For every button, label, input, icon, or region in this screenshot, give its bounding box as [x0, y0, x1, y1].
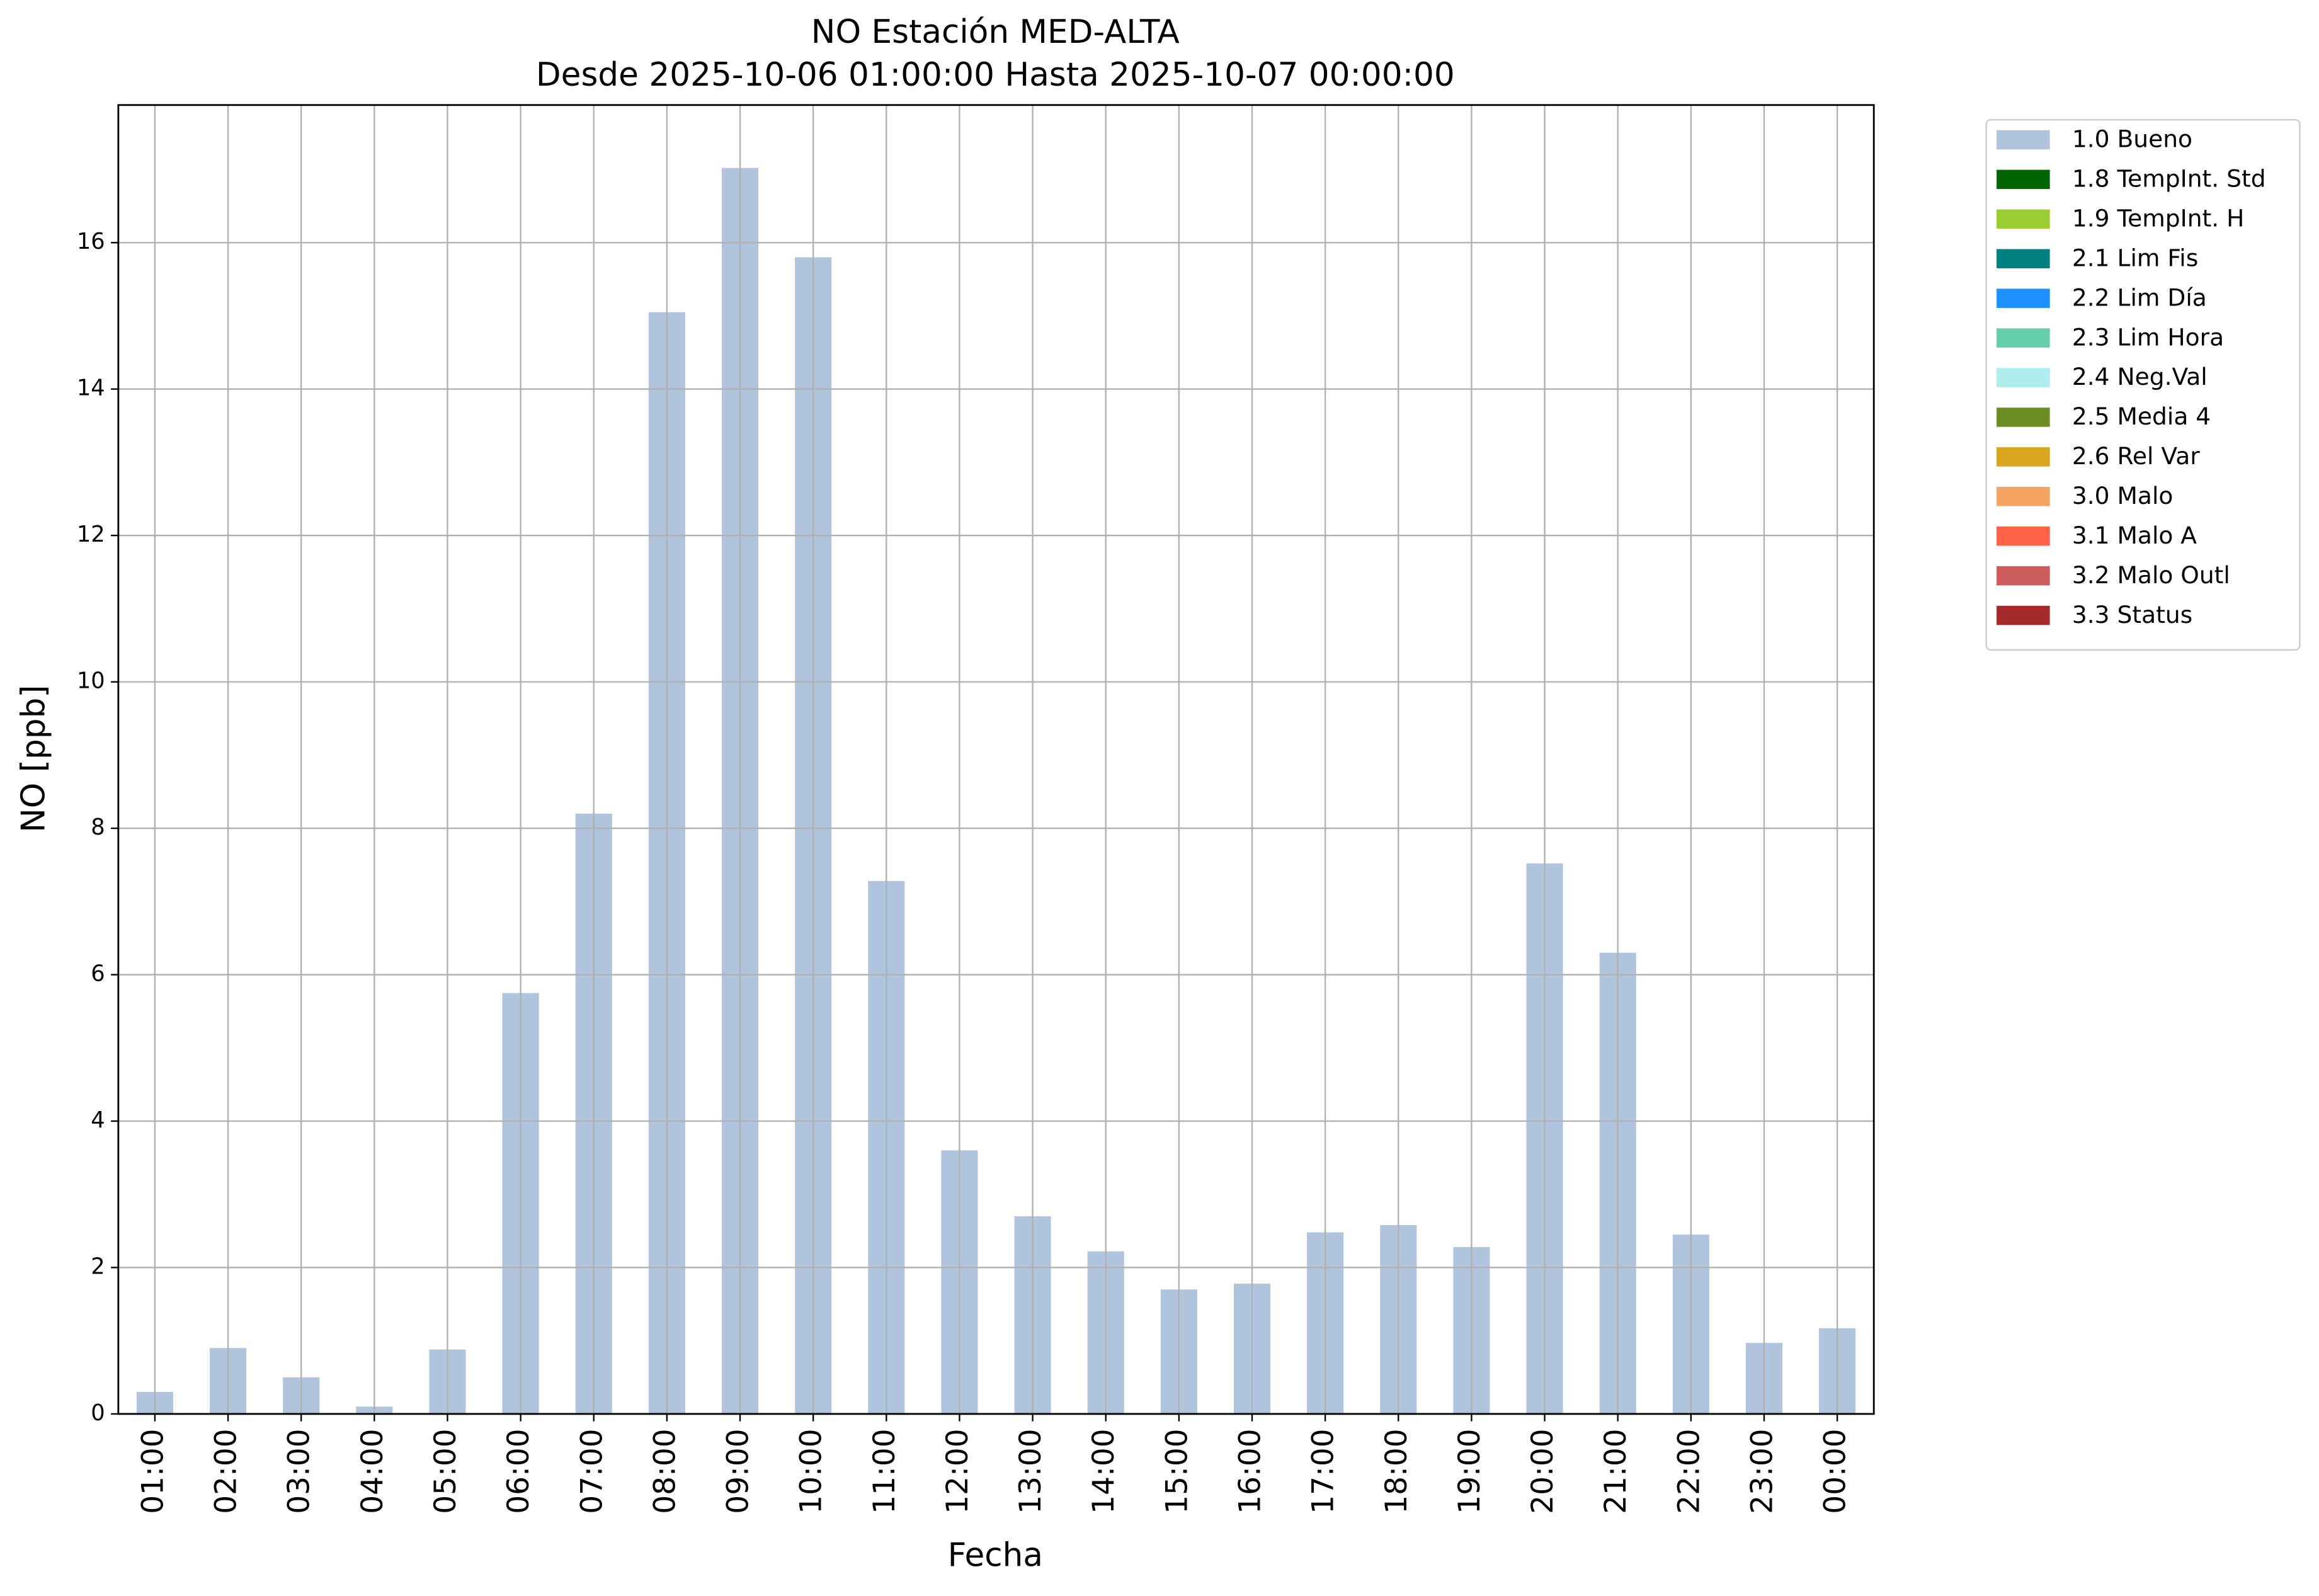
x-tick-label: 21:00 — [1598, 1428, 1633, 1513]
x-tick-label: 16:00 — [1233, 1428, 1268, 1513]
legend-swatch — [1997, 169, 2050, 190]
legend-label: 2.2 Lim Día — [2072, 283, 2207, 311]
y-tick-label: 14 — [77, 375, 105, 401]
legend-label: 2.6 Rel Var — [2072, 442, 2200, 470]
legend-label: 3.2 Malo Outl — [2072, 561, 2230, 589]
x-tick-label: 17:00 — [1306, 1428, 1341, 1513]
legend-swatch — [1997, 566, 2050, 586]
y-tick-label: 12 — [77, 522, 105, 547]
chart-title: NO Estación MED-ALTA — [811, 13, 1180, 51]
y-tick-label: 8 — [91, 814, 105, 840]
x-tick-label: 19:00 — [1452, 1428, 1487, 1513]
x-tick-label: 00:00 — [1818, 1428, 1853, 1513]
legend-label: 2.4 Neg.Val — [2072, 363, 2208, 390]
legend-label: 3.3 Status — [2072, 601, 2192, 629]
legend-box — [1985, 119, 2301, 651]
plot-frame — [117, 104, 1875, 1415]
legend-swatch — [1997, 328, 2050, 348]
legend-label: 1.8 TempInt. Std — [2072, 165, 2266, 193]
legend-label: 1.9 TempInt. H — [2072, 204, 2245, 232]
legend-swatch — [1997, 249, 2050, 268]
x-tick-label: 23:00 — [1745, 1428, 1779, 1513]
chart-subtitle: Desde 2025-10-06 01:00:00 Hasta 2025-10-… — [536, 56, 1455, 94]
legend-swatch — [1997, 130, 2050, 150]
legend-label: 1.0 Bueno — [2072, 125, 2192, 153]
x-tick-label: 11:00 — [867, 1428, 902, 1513]
x-tick-label: 08:00 — [647, 1428, 682, 1513]
legend-swatch — [1997, 288, 2050, 308]
legend-swatch — [1997, 447, 2050, 467]
x-axis-title: Fecha — [948, 1537, 1043, 1575]
x-tick-label: 06:00 — [501, 1428, 536, 1513]
legend-label: 2.3 Lim Hora — [2072, 323, 2224, 351]
x-tick-label: 13:00 — [1013, 1428, 1048, 1513]
y-tick-label: 0 — [91, 1400, 105, 1426]
x-tick-label: 22:00 — [1672, 1428, 1706, 1513]
y-tick-label: 6 — [91, 961, 105, 987]
x-tick-label: 07:00 — [574, 1428, 609, 1513]
legend-label: 2.5 Media 4 — [2072, 402, 2211, 430]
x-tick-label: 05:00 — [428, 1428, 463, 1513]
legend-swatch — [1997, 209, 2050, 229]
y-tick-label: 2 — [91, 1253, 105, 1279]
legend-swatch — [1997, 408, 2050, 427]
legend-label: 2.1 Lim Fis — [2072, 244, 2198, 271]
x-tick-label: 15:00 — [1160, 1428, 1194, 1513]
x-tick-label: 20:00 — [1525, 1428, 1560, 1513]
legend-label: 3.0 Malo — [2072, 482, 2174, 510]
x-tick-label: 03:00 — [282, 1428, 317, 1513]
x-tick-label: 02:00 — [209, 1428, 244, 1513]
y-tick-label: 4 — [91, 1107, 105, 1133]
legend-swatch — [1997, 526, 2050, 546]
legend-swatch — [1997, 605, 2050, 625]
x-tick-label: 01:00 — [135, 1428, 170, 1513]
legend-swatch — [1997, 368, 2050, 387]
x-tick-label: 18:00 — [1379, 1428, 1414, 1513]
x-tick-label: 12:00 — [940, 1428, 975, 1513]
legend-swatch — [1997, 487, 2050, 506]
x-tick-label: 04:00 — [355, 1428, 390, 1513]
x-tick-label: 09:00 — [721, 1428, 756, 1513]
x-tick-label: 10:00 — [794, 1428, 829, 1513]
legend-label: 3.1 Malo A — [2072, 522, 2197, 549]
x-tick-label: 14:00 — [1086, 1428, 1121, 1513]
y-tick-label: 16 — [77, 229, 105, 254]
y-axis-title: NO [ppb] — [14, 685, 52, 832]
y-tick-label: 10 — [77, 668, 105, 694]
